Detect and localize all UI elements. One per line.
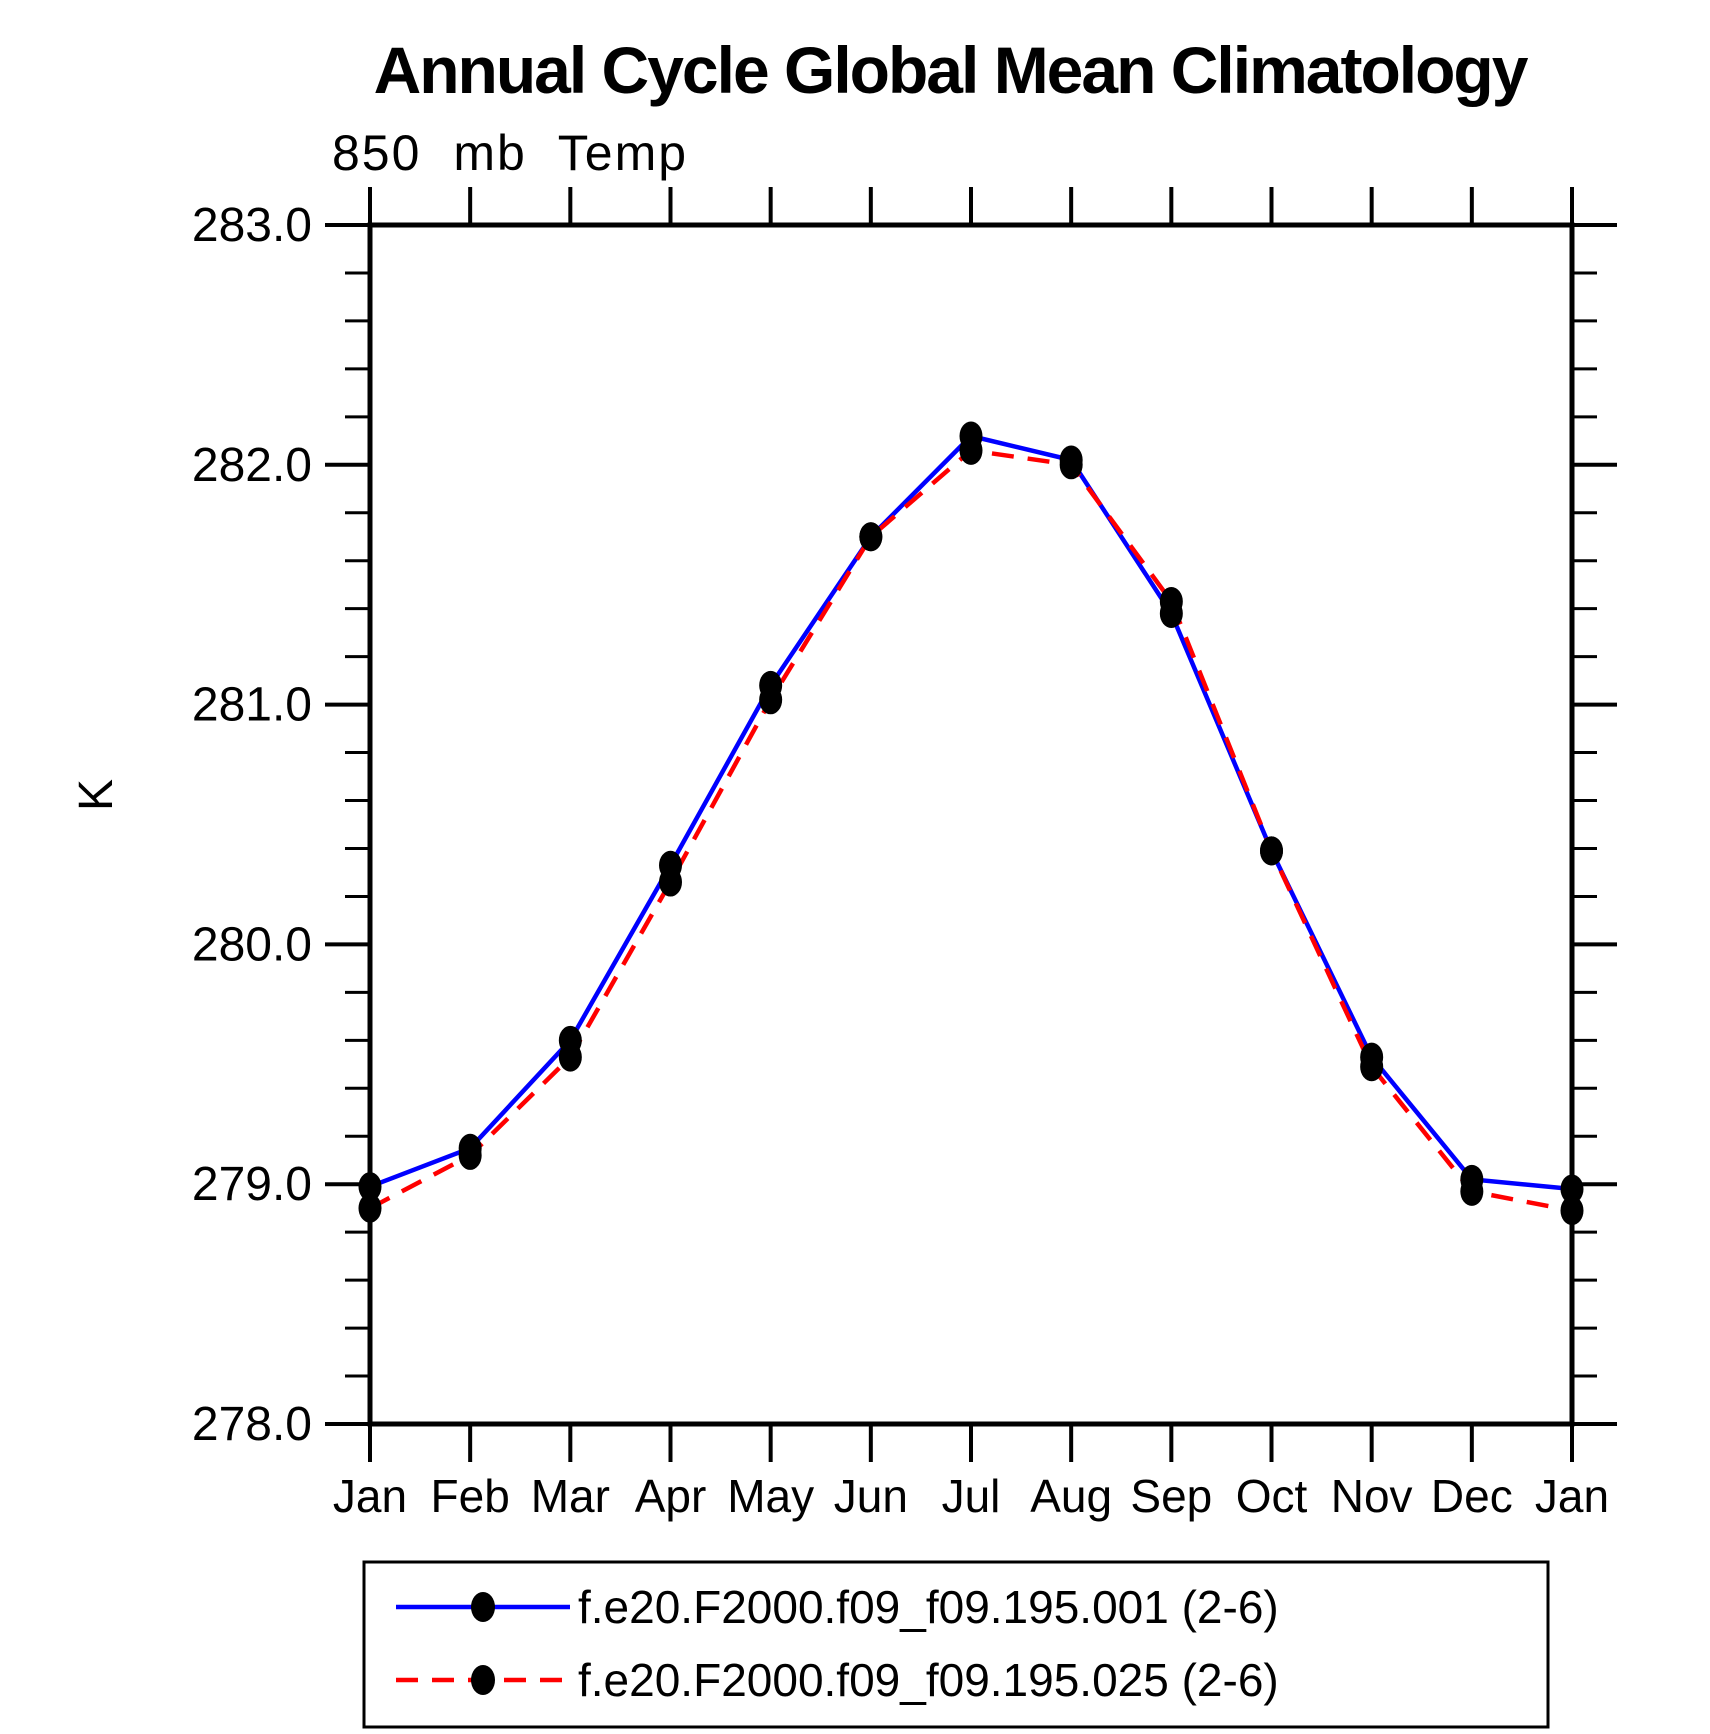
x-tick-label: Jun — [834, 1470, 908, 1522]
legend-marker — [471, 1665, 495, 1695]
data-point-marker — [1560, 1196, 1584, 1226]
y-tick-label: 278.0 — [192, 1398, 312, 1451]
data-point-marker — [558, 1042, 582, 1072]
data-point-marker — [458, 1140, 482, 1170]
plot-area: 278.0 279.0 280.0 281.0 282.0 283.0 Jan Feb Mar A… — [192, 187, 1617, 1522]
x-tick-label: Dec — [1431, 1470, 1513, 1522]
y-tick-label: 280.0 — [192, 918, 312, 971]
x-tick-label: Nov — [1331, 1470, 1413, 1522]
legend-marker — [471, 1592, 495, 1622]
legend: f.e20.F2000.f09_f09.195.001 (2-6) f.e20.F… — [362, 1560, 1550, 1729]
x-tick-label: Sep — [1130, 1470, 1212, 1522]
data-point-marker — [1059, 450, 1083, 480]
y-tick-label: 281.0 — [192, 679, 312, 732]
legend-entry: f.e20.F2000.f09_f09.195.025 (2-6) — [396, 1654, 1279, 1706]
y-tick-label: 282.0 — [192, 439, 312, 492]
data-point-marker — [1260, 836, 1283, 866]
legend-entry-label: f.e20.F2000.f09_f09.195.001 (2-6) — [578, 1581, 1279, 1633]
y-axis-label: K — [70, 779, 123, 811]
legend-entry: f.e20.F2000.f09_f09.195.001 (2-6) — [396, 1581, 1279, 1633]
x-tick-label: Jan — [333, 1470, 407, 1522]
data-point-marker — [1560, 1174, 1584, 1204]
x-tick-label: May — [727, 1470, 814, 1522]
data-point-marker — [1460, 1176, 1484, 1206]
data-point-marker — [759, 685, 783, 715]
legend-box — [362, 1560, 1550, 1729]
x-tick-label: Aug — [1030, 1470, 1112, 1522]
x-tick-label: Feb — [431, 1470, 510, 1522]
plot-frame — [367, 222, 1575, 1427]
y-tick-label: 283.0 — [192, 199, 312, 252]
series-line-1 — [368, 448, 1573, 1213]
data-point-marker — [1159, 586, 1183, 616]
x-tick-label: Jul — [942, 1470, 1001, 1522]
data-point-marker — [358, 1193, 382, 1223]
x-tick-label: Oct — [1236, 1470, 1308, 1522]
data-point-marker — [659, 867, 682, 897]
data-point-marker — [859, 522, 883, 552]
x-tick-label: Apr — [635, 1470, 707, 1522]
data-point-marker — [959, 435, 983, 465]
x-tick-label: Jan — [1535, 1470, 1609, 1522]
x-tick-label: Mar — [531, 1470, 610, 1522]
chart-title: Annual Cycle Global Mean Climatology — [374, 33, 1529, 107]
data-point-marker — [358, 1172, 382, 1202]
legend-entry-label: f.e20.F2000.f09_f09.195.025 (2-6) — [578, 1654, 1279, 1706]
chart-subtitle: 850 mb Temp — [332, 125, 688, 181]
data-point-marker — [1360, 1052, 1384, 1082]
y-tick-label: 279.0 — [192, 1158, 312, 1211]
